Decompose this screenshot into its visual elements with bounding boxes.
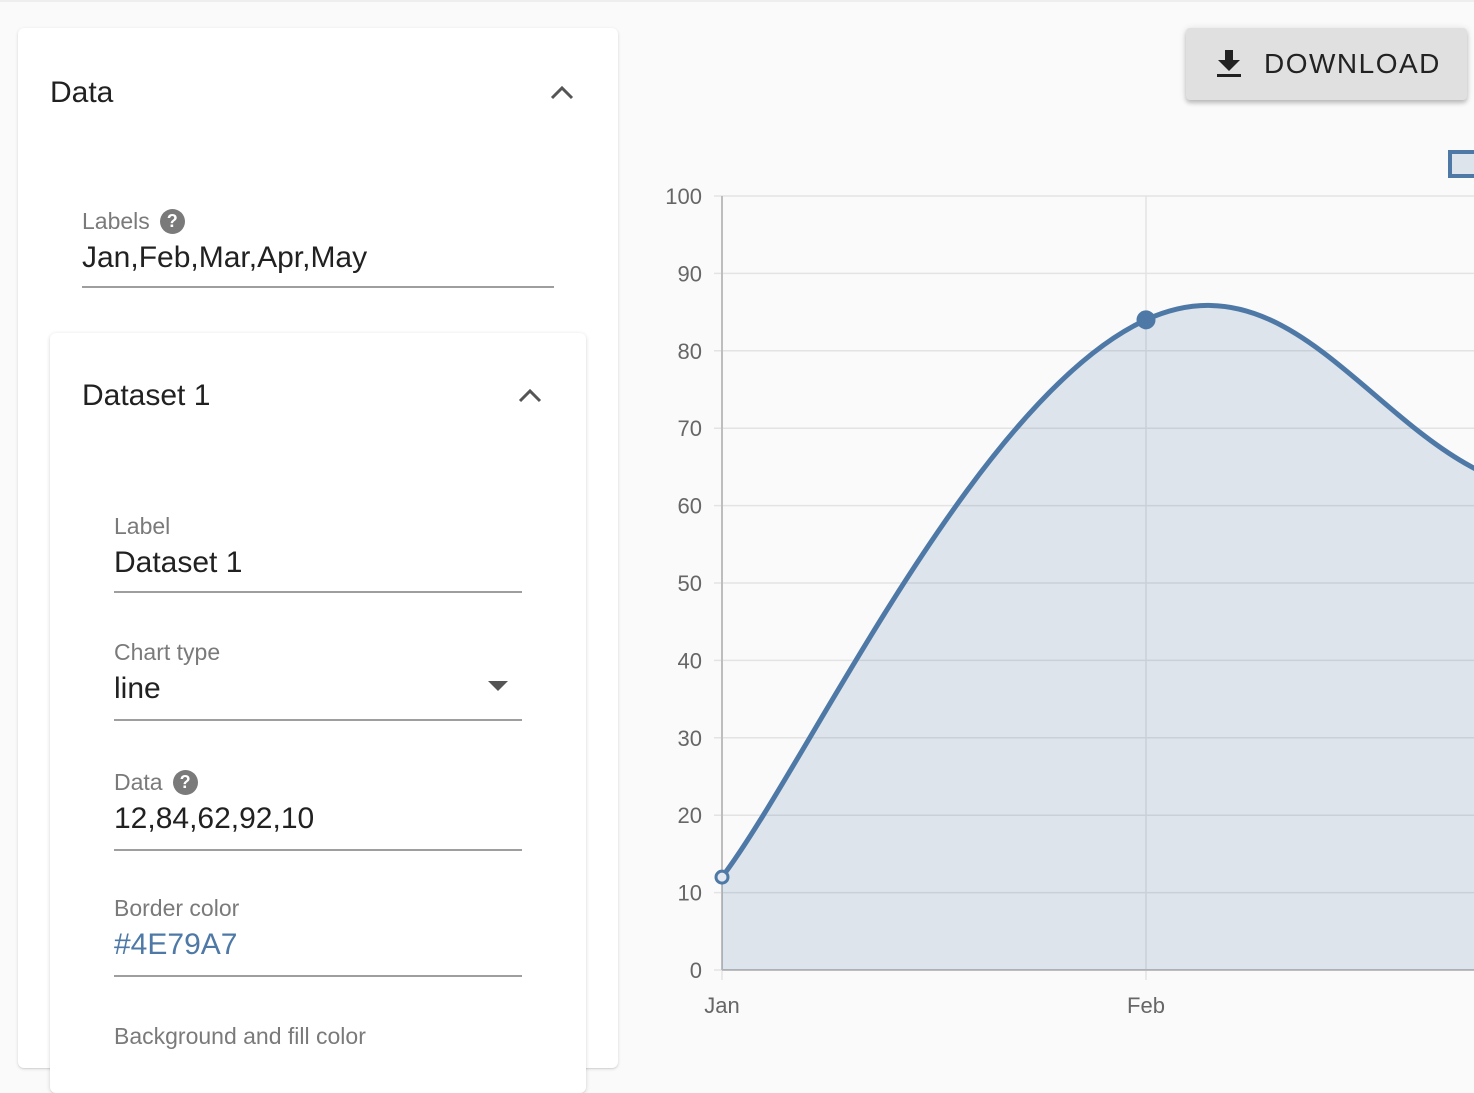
help-circle-icon[interactable]: ? <box>159 208 185 234</box>
dataset-label-underline <box>114 591 522 593</box>
y-tick-label: 10 <box>678 881 702 906</box>
chevron-up-icon[interactable] <box>516 385 544 405</box>
y-tick-label: 80 <box>678 339 702 364</box>
labels-input[interactable]: Jan,Feb,Mar,Apr,May <box>82 241 368 274</box>
border-color-field-label: Border color <box>114 894 240 921</box>
background-color-field-label: Background and fill color <box>114 1022 366 1049</box>
legend-swatch[interactable] <box>1448 150 1474 178</box>
dataset-label-field: Label Dataset 1 <box>114 511 522 593</box>
chart-type-field: Chart type line <box>114 637 522 721</box>
x-tick-label: Feb <box>1127 993 1165 1018</box>
y-tick-label: 0 <box>690 958 702 983</box>
download-button[interactable]: DOWNLOAD <box>1186 28 1467 100</box>
border-color-input[interactable]: #4E79A7 <box>114 928 238 961</box>
series-fill-area <box>722 305 1474 970</box>
chart-type-value: line <box>114 672 161 705</box>
y-tick-label: 50 <box>678 571 702 596</box>
y-tick-label: 70 <box>678 416 702 441</box>
chart-type-field-label: Chart type <box>114 638 221 665</box>
y-tick-label: 100 <box>665 184 702 209</box>
chart-type-underline <box>114 719 522 721</box>
top-divider <box>0 0 1474 2</box>
background-color-field: Background and fill color <box>114 1021 522 1051</box>
data-section-title: Data <box>50 76 114 109</box>
labels-input-underline <box>82 286 554 288</box>
dataset-label-field-label: Label <box>114 512 171 539</box>
chevron-up-icon[interactable] <box>548 82 576 102</box>
y-tick-label: 30 <box>678 726 702 751</box>
labels-field-label: Labels <box>82 207 150 234</box>
labels-field: Labels ? Jan,Feb,Mar,Apr,May <box>82 206 554 288</box>
dataset-label-input[interactable]: Dataset 1 <box>114 546 243 579</box>
caret-down-icon <box>488 681 508 691</box>
data-values-field-label: Data <box>114 768 163 795</box>
data-point-jan <box>714 869 730 885</box>
line-chart: 0 10 20 30 40 50 60 70 80 90 100 Jan Feb <box>665 184 1474 1018</box>
help-circle-icon[interactable]: ? <box>172 769 198 795</box>
dataset-1-card: Dataset 1 Label Dataset 1 Chart type lin… <box>50 333 586 1093</box>
data-values-underline <box>114 849 522 851</box>
data-values-input[interactable]: 12,84,62,92,10 <box>114 802 315 835</box>
data-values-field: Data ? 12,84,62,92,10 <box>114 767 522 851</box>
y-tick-label: 20 <box>678 803 702 828</box>
series-line <box>720 303 1474 879</box>
border-color-field: Border color #4E79A7 <box>114 893 522 977</box>
download-button-label: DOWNLOAD <box>1264 48 1441 79</box>
dataset-title: Dataset 1 <box>82 379 211 412</box>
y-tick-label: 90 <box>678 261 702 286</box>
x-tick-label: Jan <box>704 993 739 1018</box>
chart-type-select[interactable]: line <box>114 667 522 711</box>
y-tick-label: 60 <box>678 494 702 519</box>
data-point-feb <box>1136 310 1156 330</box>
border-color-underline <box>114 975 522 977</box>
download-icon <box>1216 48 1242 81</box>
y-tick-label: 40 <box>678 648 702 673</box>
data-panel: Data Labels ? Jan,Feb,Mar,Apr,May Datase… <box>18 28 618 1093</box>
